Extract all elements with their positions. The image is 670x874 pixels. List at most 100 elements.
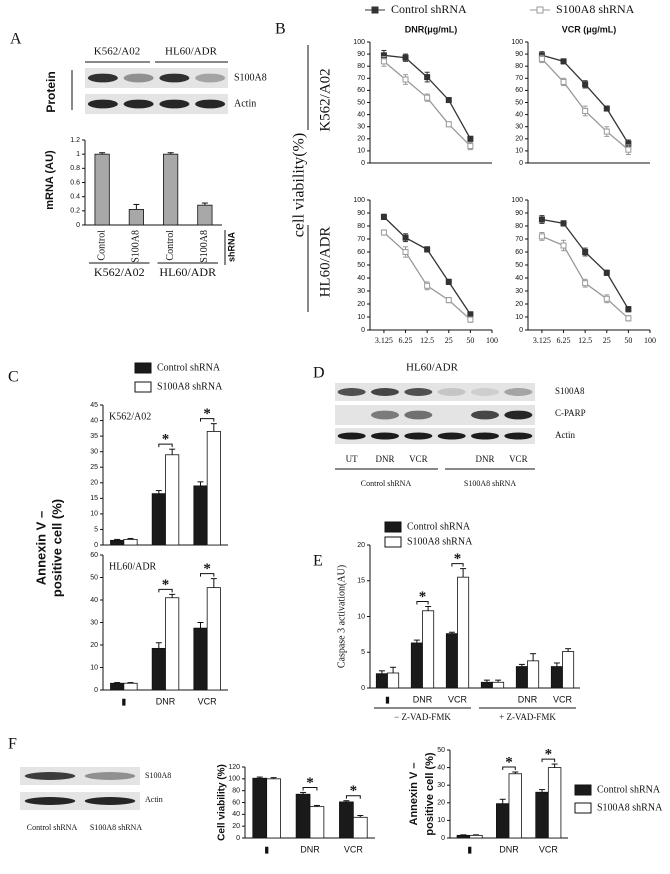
marker xyxy=(380,213,387,220)
y-tick-label: 100 xyxy=(228,776,240,783)
y-axis-label: cell viability(%) xyxy=(291,133,308,237)
y-tick-label: 70 xyxy=(357,236,365,243)
blot-background xyxy=(335,383,535,401)
marker xyxy=(424,282,431,289)
marker xyxy=(603,295,610,302)
significance-label: * xyxy=(454,551,462,567)
x-tick-label: DNR xyxy=(156,696,176,706)
x-tick-label: 12.5 xyxy=(578,336,592,345)
blot-row-label: S100A8 xyxy=(145,771,171,780)
marker xyxy=(582,107,589,114)
y-tick-label: 25 xyxy=(90,464,98,471)
marker xyxy=(603,128,610,135)
blot-background xyxy=(335,428,535,444)
y-tick-label: 40 xyxy=(515,275,523,282)
x-tick-label: 12.5 xyxy=(420,336,434,345)
y-tick-label: 50 xyxy=(515,262,523,269)
y-tick-label: 0 xyxy=(94,687,98,694)
y-tick-label: 15 xyxy=(357,578,365,585)
marker xyxy=(424,94,431,101)
legend-label: S100A8 shRNA xyxy=(556,2,635,16)
group-title: shRNA xyxy=(226,232,236,263)
legend-label: S100A8 shRNA xyxy=(597,802,663,813)
bar xyxy=(94,153,110,226)
y-tick-label: 40 xyxy=(357,275,365,282)
blot-row-label: C-PARP xyxy=(555,408,586,418)
x-tick-label: ▮ xyxy=(264,844,269,854)
y-tick-label: 60 xyxy=(515,87,523,94)
line xyxy=(383,216,471,315)
y-tick-label: 20 xyxy=(232,823,240,830)
bar xyxy=(110,682,125,691)
significance-label: * xyxy=(162,432,170,448)
legend-label: Control shRNA xyxy=(157,362,221,373)
row-label: HL60/ADR xyxy=(317,227,333,298)
blot-band xyxy=(195,99,226,109)
y-tick-label: 0.2 xyxy=(70,208,80,215)
blot-row-label: S100A8 xyxy=(234,72,267,83)
y-tick-label: 20 xyxy=(357,301,365,308)
marker xyxy=(625,146,632,153)
panel-label: E xyxy=(313,553,323,570)
legend-marker xyxy=(536,6,544,14)
marker xyxy=(625,306,632,313)
legend-swatch xyxy=(574,784,592,796)
y-tick-label: 30 xyxy=(357,124,365,131)
significance-bracket xyxy=(345,795,361,799)
legend-label: S100A8 shRNA xyxy=(157,381,223,392)
marker xyxy=(582,280,589,287)
blot-group-label: K562/A02 xyxy=(94,46,140,58)
x-tick-label: 25 xyxy=(603,336,611,345)
bar xyxy=(123,682,138,691)
bar xyxy=(445,633,458,689)
significance-label: * xyxy=(203,406,211,422)
y-tick-label: 50 xyxy=(90,574,98,581)
x-tick-label: S100A8 xyxy=(131,230,142,263)
y-tick-label: 90 xyxy=(515,210,523,217)
x-tick-label: VCR xyxy=(553,694,573,704)
blot-band xyxy=(87,73,118,83)
y-tick-label: 5 xyxy=(361,649,365,656)
bar xyxy=(163,153,179,226)
bar xyxy=(151,493,166,546)
blot-lane-label: UT xyxy=(346,454,358,464)
significance-bracket xyxy=(451,563,464,567)
bar xyxy=(128,209,144,226)
marker xyxy=(402,234,409,241)
legend-label: Control shRNA xyxy=(407,521,471,532)
legend-label: Control shRNA xyxy=(597,784,661,795)
x-tick-label: 6.25 xyxy=(399,336,413,345)
x-tick-label: ▮ xyxy=(385,694,390,704)
bar xyxy=(456,834,471,839)
legend-label: Control shRNA xyxy=(391,2,467,16)
y-tick-label: 1.2 xyxy=(70,137,80,144)
blot-band xyxy=(123,73,154,83)
bar xyxy=(110,539,125,546)
y-tick-label: 0.6 xyxy=(70,179,80,186)
y-tick-label: 50 xyxy=(357,262,365,269)
blot-band xyxy=(504,410,533,420)
marker xyxy=(402,249,409,255)
y-axis-label: mRNA (AU) xyxy=(44,150,56,210)
group-label: + Z-VAD-FMK xyxy=(499,712,556,722)
blot-group-label: HL60/ADR xyxy=(165,46,218,58)
blot-row-label: Actin xyxy=(145,795,163,804)
blot-background xyxy=(335,405,535,425)
significance-label: * xyxy=(203,561,211,577)
panel-label: A xyxy=(10,31,22,48)
blot-band xyxy=(123,99,154,109)
y-tick-label: 30 xyxy=(515,124,523,131)
blot-lane-label: Control shRNA xyxy=(27,823,78,832)
panel-label: D xyxy=(313,365,325,382)
y-tick-label: 40 xyxy=(515,111,523,118)
marker xyxy=(538,216,545,223)
y-tick-label: 20 xyxy=(357,542,365,549)
y-tick-label: 40 xyxy=(357,111,365,118)
blot-lane-label: DNR xyxy=(475,454,494,464)
significance-bracket xyxy=(302,786,318,791)
y-tick-label: 15 xyxy=(90,495,98,502)
bar xyxy=(252,777,268,839)
y-tick-label: 70 xyxy=(357,75,365,82)
panel-label: B xyxy=(275,21,286,38)
significance-label: * xyxy=(505,754,513,770)
